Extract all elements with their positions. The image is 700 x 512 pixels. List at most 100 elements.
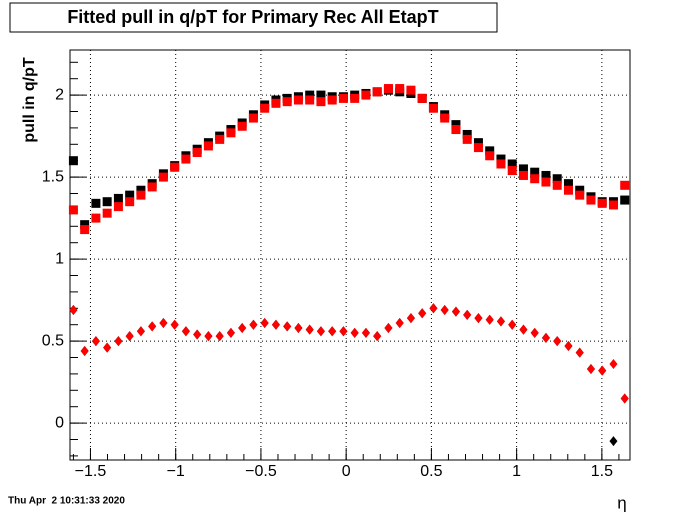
diamond-marker	[429, 303, 438, 314]
chart-title: Fitted pull in q/pT for Primary Rec All …	[67, 7, 438, 27]
square-marker	[541, 177, 551, 187]
diamond-marker	[80, 345, 89, 356]
diamond-marker	[69, 304, 78, 315]
square-marker	[170, 162, 180, 172]
square-marker	[518, 170, 528, 180]
square-marker	[473, 143, 483, 153]
square-marker	[473, 138, 483, 148]
title-box	[9, 2, 498, 33]
square-marker	[372, 87, 382, 97]
square-marker	[507, 166, 517, 176]
diamond-marker	[204, 331, 213, 342]
diamond-marker	[485, 314, 494, 325]
square-marker	[215, 134, 225, 144]
diamond-marker	[519, 324, 528, 335]
square-marker	[620, 180, 630, 190]
square-marker	[68, 205, 78, 215]
square-marker	[350, 93, 360, 103]
y-tick-label: 0.5	[42, 332, 64, 349]
square-marker	[102, 208, 112, 218]
diamond-marker	[159, 318, 168, 329]
square-marker	[113, 193, 123, 203]
diamond-marker	[125, 331, 134, 342]
diamond-marker	[474, 313, 483, 324]
square-marker	[305, 90, 315, 100]
square-marker	[113, 202, 123, 212]
diamond-marker	[620, 393, 629, 404]
diamond-marker	[350, 327, 359, 338]
diamond-marker	[238, 322, 247, 333]
square-marker	[417, 93, 427, 103]
square-marker	[485, 151, 495, 161]
y-tick-label: 1	[55, 250, 64, 267]
square-marker	[260, 103, 270, 113]
diamond-marker	[598, 365, 607, 376]
square-marker	[597, 198, 607, 208]
square-marker	[91, 198, 101, 208]
square-marker	[383, 84, 393, 94]
diamond-marker	[586, 363, 595, 374]
square-marker	[428, 103, 438, 113]
square-marker	[226, 128, 236, 138]
footer-date: Thu Apr 2 10:31:33 2020	[8, 496, 125, 507]
square-marker	[451, 125, 461, 135]
square-marker	[338, 93, 348, 103]
x-tick-label: −1.5	[75, 463, 107, 480]
square-marker	[608, 200, 618, 210]
square-marker	[496, 154, 506, 164]
square-marker	[518, 164, 528, 174]
diamond-marker	[91, 336, 100, 347]
diamond-marker	[373, 331, 382, 342]
x-tick-label: 0	[342, 463, 351, 480]
x-tick-label: 1.5	[591, 463, 613, 480]
square-marker	[68, 156, 78, 166]
square-marker	[406, 85, 416, 95]
square-marker	[305, 95, 315, 105]
y-axis-label: pull in q/pT	[21, 57, 38, 143]
diamond-marker	[181, 326, 190, 337]
square-marker	[575, 190, 585, 200]
square-marker	[271, 98, 281, 108]
square-marker	[80, 220, 90, 230]
square-marker	[125, 190, 135, 200]
diamond-marker	[451, 306, 460, 317]
diamond-marker	[328, 326, 337, 337]
diamond-marker	[316, 326, 325, 337]
diamond-marker	[249, 319, 258, 330]
square-marker	[181, 154, 191, 164]
x-axis-label: η	[617, 493, 626, 512]
diamond-marker	[260, 318, 269, 329]
diamond-marker	[136, 326, 145, 337]
diamond-marker	[496, 316, 505, 327]
square-marker	[575, 185, 585, 195]
square-marker	[586, 195, 596, 205]
diamond-marker	[305, 324, 314, 335]
diamond-marker	[226, 327, 235, 338]
diamond-marker	[463, 309, 472, 320]
square-marker	[158, 172, 168, 182]
diamond-marker	[361, 327, 370, 338]
square-marker	[541, 170, 551, 180]
x-tick-label: 0.5	[420, 463, 442, 480]
square-marker	[203, 141, 213, 151]
diamond-marker	[193, 329, 202, 340]
square-marker	[361, 90, 371, 100]
diamond-marker	[575, 347, 584, 358]
diamond-marker	[283, 321, 292, 332]
square-marker	[563, 185, 573, 195]
square-marker	[620, 195, 630, 205]
y-tick-label: 1.5	[42, 168, 64, 185]
square-marker	[282, 97, 292, 107]
square-marker	[485, 146, 495, 156]
diamond-marker	[215, 331, 224, 342]
x-tick-label: 1	[512, 463, 521, 480]
diamond-marker	[339, 326, 348, 337]
diamond-marker	[508, 319, 517, 330]
square-marker	[316, 90, 326, 100]
x-tick-label: −1	[167, 463, 185, 480]
square-marker	[530, 167, 540, 177]
x-tick-label: −0.5	[245, 463, 277, 480]
diamond-marker	[609, 436, 618, 447]
square-marker	[552, 174, 562, 184]
square-marker	[563, 179, 573, 189]
